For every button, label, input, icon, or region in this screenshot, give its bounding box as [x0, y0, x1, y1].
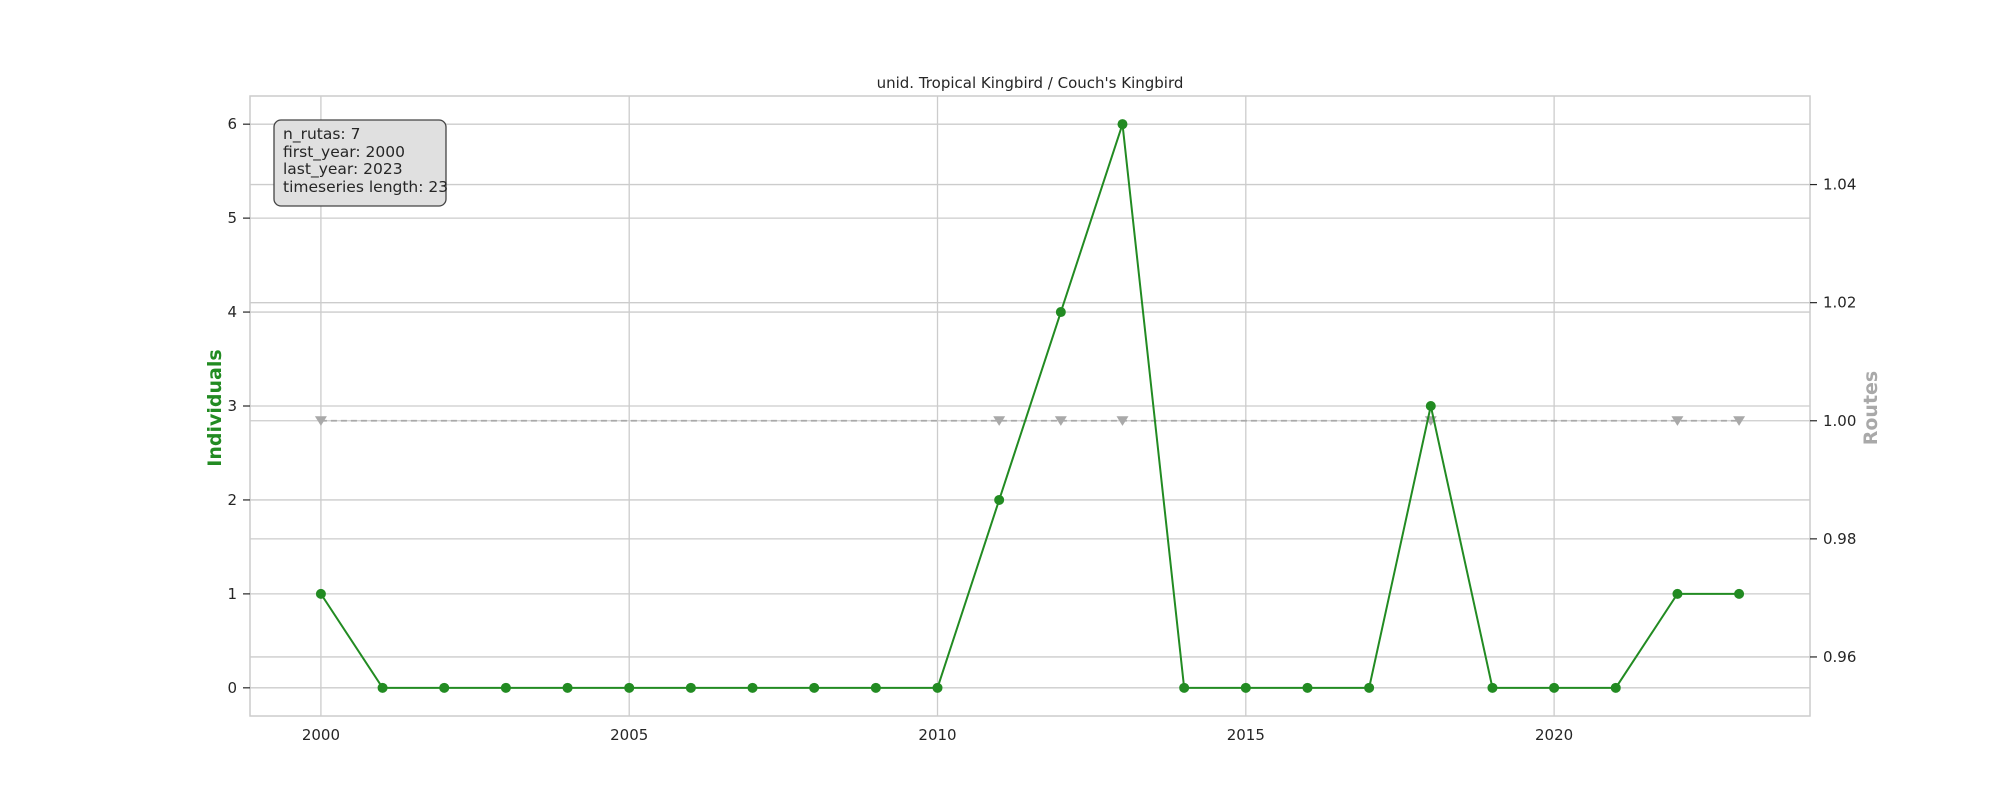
- individuals-point: [1364, 682, 1375, 693]
- individuals-point: [562, 682, 573, 693]
- individuals-point: [747, 682, 758, 693]
- y-tick-label: 1: [227, 585, 237, 603]
- routes-point: [1733, 416, 1746, 426]
- individuals-point: [932, 682, 943, 693]
- routes-point: [993, 416, 1006, 426]
- individuals-point: [1055, 307, 1066, 318]
- individuals-point: [377, 682, 388, 693]
- y2-tick-label: 1.00: [1823, 412, 1856, 430]
- routes-point: [1116, 416, 1129, 426]
- info-line-timeseries-length: timeseries length: 23: [283, 178, 448, 196]
- info-line-last-year: last_year: 2023: [283, 160, 403, 179]
- individuals-point: [1672, 588, 1683, 599]
- chart-title: unid. Tropical Kingbird / Couch's Kingbi…: [877, 74, 1184, 92]
- info-line-n-rutas: n_rutas: 7: [283, 125, 360, 144]
- individuals-point: [624, 682, 635, 693]
- y-tick-label: 0: [227, 679, 237, 697]
- individuals-point: [809, 682, 820, 693]
- y-axis-right-label: Routes: [1860, 371, 1882, 446]
- individuals-point: [1179, 682, 1190, 693]
- x-tick-label: 2005: [610, 726, 648, 744]
- individuals-series-line: [320, 123, 1740, 689]
- y2-tick-label: 1.02: [1823, 294, 1856, 312]
- x-tick-label: 2010: [918, 726, 956, 744]
- individuals-point: [500, 682, 511, 693]
- individuals-point: [685, 682, 696, 693]
- grid-layer: [250, 96, 1810, 716]
- individuals-point: [870, 682, 881, 693]
- individuals-point: [1734, 588, 1745, 599]
- x-tick-label: 2015: [1227, 726, 1265, 744]
- routes-point: [1671, 416, 1684, 426]
- routes-point: [314, 416, 327, 426]
- info-line-first-year: first_year: 2000: [283, 143, 405, 162]
- y2-tick-label: 0.98: [1823, 530, 1856, 548]
- individuals-point: [439, 682, 450, 693]
- individuals-point: [1610, 682, 1621, 693]
- y-tick-label: 2: [227, 491, 237, 509]
- individuals-point: [1240, 682, 1251, 693]
- individuals-point: [1302, 682, 1313, 693]
- individuals-point: [1117, 119, 1128, 130]
- y2-tick-label: 0.96: [1823, 648, 1856, 666]
- y-tick-label: 6: [227, 115, 237, 133]
- routes-point: [1054, 416, 1067, 426]
- individuals-point: [1549, 682, 1560, 693]
- y-axis-right: 0.96 0.98 1.00 1.02 1.04: [1810, 176, 1856, 666]
- y-axis-left-label: Individuals: [204, 349, 226, 466]
- y-tick-label: 4: [227, 303, 237, 321]
- individuals-point: [994, 494, 1005, 505]
- x-tick-label: 2000: [302, 726, 340, 744]
- individuals-point: [315, 588, 326, 599]
- info-box-frame: [273, 119, 447, 207]
- individuals-point: [1425, 401, 1436, 411]
- info-box: n_rutas: 7 first_year: 2000 last_year: 2…: [273, 119, 448, 207]
- y2-tick-label: 1.04: [1823, 176, 1856, 194]
- x-axis: 2000 2005 2010 2015 2020: [302, 726, 1573, 744]
- series-layer: [314, 119, 1746, 693]
- y-tick-label: 5: [227, 209, 237, 227]
- individuals-point: [1487, 682, 1498, 693]
- y-axis-left: 0 1 2 3 4 5 6: [227, 115, 250, 697]
- x-tick-label: 2020: [1535, 726, 1573, 744]
- y-tick-label: 3: [227, 397, 237, 415]
